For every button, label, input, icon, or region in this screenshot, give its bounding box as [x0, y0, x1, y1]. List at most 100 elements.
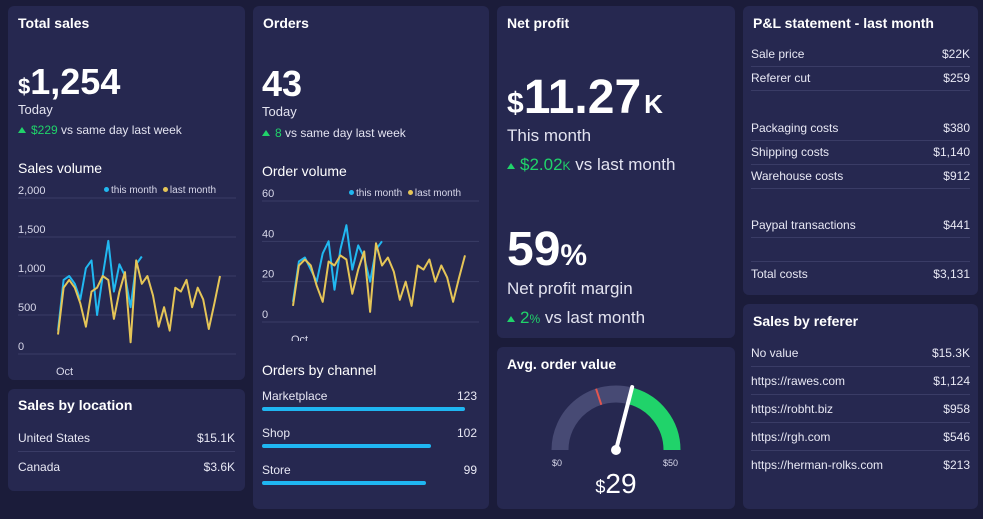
sales-by-location-card: Sales by location United States $15.1K Ca…	[8, 389, 245, 491]
divider	[751, 140, 970, 141]
y-tick-label: 500	[18, 302, 36, 314]
net-profit-margin-delta: 2% vs last month	[507, 308, 645, 328]
x-tick-label: Oct	[56, 366, 73, 378]
y-tick-label: 0	[262, 309, 268, 321]
divider	[751, 366, 970, 367]
gauge-track	[551, 385, 633, 451]
channel-value: 99	[463, 463, 477, 477]
avg-order-value-title: Avg. order value	[507, 356, 617, 372]
total-sales-title: Total sales	[18, 15, 90, 31]
divider	[751, 261, 970, 262]
channel-label: Shop	[262, 426, 291, 440]
this-month-dot	[349, 190, 354, 195]
series-line-this-month[interactable]	[57, 239, 143, 331]
pl-row-referer-cut[interactable]: Referer cut $259	[751, 71, 970, 85]
divider	[751, 394, 970, 395]
net-profit-title: Net profit	[507, 15, 570, 31]
channel-bar[interactable]	[262, 481, 426, 485]
y-tick-label: 60	[262, 188, 274, 200]
pl-row-total-costs[interactable]: Total costs $3,131	[751, 267, 970, 281]
location-row-united-states[interactable]: United States $15.1K	[18, 431, 235, 445]
series-line-last-month[interactable]	[57, 259, 221, 344]
y-tick-label: 1,500	[18, 224, 46, 236]
y-tick-label: 40	[262, 228, 274, 240]
divider	[751, 164, 970, 165]
order-volume-chart[interactable]: 0 20 40 60 Oct	[253, 181, 489, 341]
divider	[751, 237, 970, 238]
divider	[18, 451, 235, 452]
orders-delta: 8 vs same day last week	[262, 126, 406, 140]
gauge-hub	[611, 445, 621, 455]
gauge-target-marker	[595, 388, 603, 406]
referer-row[interactable]: https://rgh.com $546	[751, 430, 970, 444]
pl-row-shipping-costs[interactable]: Shipping costs $1,140	[751, 145, 970, 159]
currency-symbol: $	[18, 74, 31, 99]
divider	[751, 66, 970, 67]
y-tick-label: 1,000	[18, 263, 46, 275]
up-arrow-icon	[507, 163, 515, 169]
y-tick-label: 2,000	[18, 185, 46, 197]
last-month-dot	[162, 187, 168, 192]
series-line-last-month[interactable]	[292, 242, 466, 313]
order-volume-legend[interactable]: this month last month	[349, 188, 461, 199]
gauge-needle	[614, 385, 635, 452]
referer-row[interactable]: https://rawes.com $1,124	[751, 374, 970, 388]
avg-order-value-card: Avg. order value $29 $0 $50	[497, 347, 735, 509]
sales-volume-legend[interactable]: this month last month	[104, 185, 216, 196]
gauge-min-label: $0	[552, 458, 563, 468]
pl-statement-card: P&L statement - last month Sale price $22…	[743, 6, 978, 295]
orders-by-channel-chart: Marketplace 123 Shop 102 Store 99	[262, 389, 477, 489]
avg-order-value-gauge	[551, 385, 681, 455]
gauge-fill	[627, 387, 681, 451]
y-tick-label: 20	[262, 269, 274, 281]
channel-label: Store	[262, 463, 291, 477]
referer-row[interactable]: https://herman-rolks.com $213	[751, 458, 970, 472]
channel-value: 102	[456, 426, 477, 440]
up-arrow-icon	[507, 316, 515, 322]
up-arrow-icon	[262, 130, 270, 136]
referer-row[interactable]: https://robht.biz $958	[751, 402, 970, 416]
total-sales-delta: $229 vs same day last week	[18, 123, 182, 137]
order-volume-title: Order volume	[262, 163, 347, 179]
orders-value: 43	[262, 63, 303, 104]
sales-volume-title: Sales volume	[18, 160, 103, 176]
sales-by-referer-title: Sales by referer	[753, 313, 859, 329]
total-sales-period: Today	[18, 102, 53, 117]
avg-order-value-value: $29	[595, 468, 637, 499]
pl-statement-title: P&L statement - last month	[753, 15, 934, 31]
gauge-max-label: $50	[663, 458, 679, 468]
pl-row-paypal-transactions[interactable]: Paypal transactions $441	[751, 218, 970, 232]
channel-value: 123	[456, 389, 477, 403]
last-month-dot	[407, 190, 413, 195]
orders-card: Orders 43 Today 8 vs same day last week …	[253, 6, 489, 509]
net-profit-margin-value: 59%	[507, 223, 588, 276]
this-month-dot	[104, 187, 109, 192]
channel-bar[interactable]	[262, 407, 466, 411]
location-row-canada[interactable]: Canada $3.6K	[18, 460, 235, 474]
net-profit-value: $11.27 K	[507, 71, 663, 124]
x-tick-label: Oct	[291, 334, 308, 341]
channel-label: Marketplace	[262, 389, 328, 403]
orders-by-channel-title: Orders by channel	[262, 362, 377, 378]
sales-by-location-title: Sales by location	[18, 397, 133, 413]
divider	[751, 90, 970, 91]
divider	[751, 422, 970, 423]
net-profit-card: Net profit $11.27 K This month $2.02K vs …	[497, 6, 735, 338]
total-sales-card: Total sales $1,254 Today $229 vs same da…	[8, 6, 245, 380]
currency-symbol: $	[595, 477, 606, 497]
pl-row-warehouse-costs[interactable]: Warehouse costs $912	[751, 169, 970, 183]
pl-row-packaging-costs[interactable]: Packaging costs $380	[751, 121, 970, 135]
orders-period: Today	[262, 104, 297, 119]
net-profit-margin-label: Net profit margin	[507, 279, 633, 298]
currency-symbol: $	[507, 87, 524, 120]
pl-row-sale-price[interactable]: Sale price $22K	[751, 47, 970, 61]
referer-row[interactable]: No value $15.3K	[751, 346, 970, 360]
sales-volume-chart[interactable]: 0 500 1,000 1,500 2,000 Oct	[8, 178, 245, 378]
total-sales-value: $1,254	[18, 61, 121, 102]
channel-bar[interactable]	[262, 444, 431, 448]
y-tick-label: 0	[18, 341, 24, 353]
net-profit-period: This month	[507, 126, 592, 145]
net-profit-delta: $2.02K vs last month	[507, 155, 675, 175]
sales-by-referer-card: Sales by referer No value $15.3K https://…	[743, 304, 978, 509]
orders-title: Orders	[263, 15, 309, 31]
